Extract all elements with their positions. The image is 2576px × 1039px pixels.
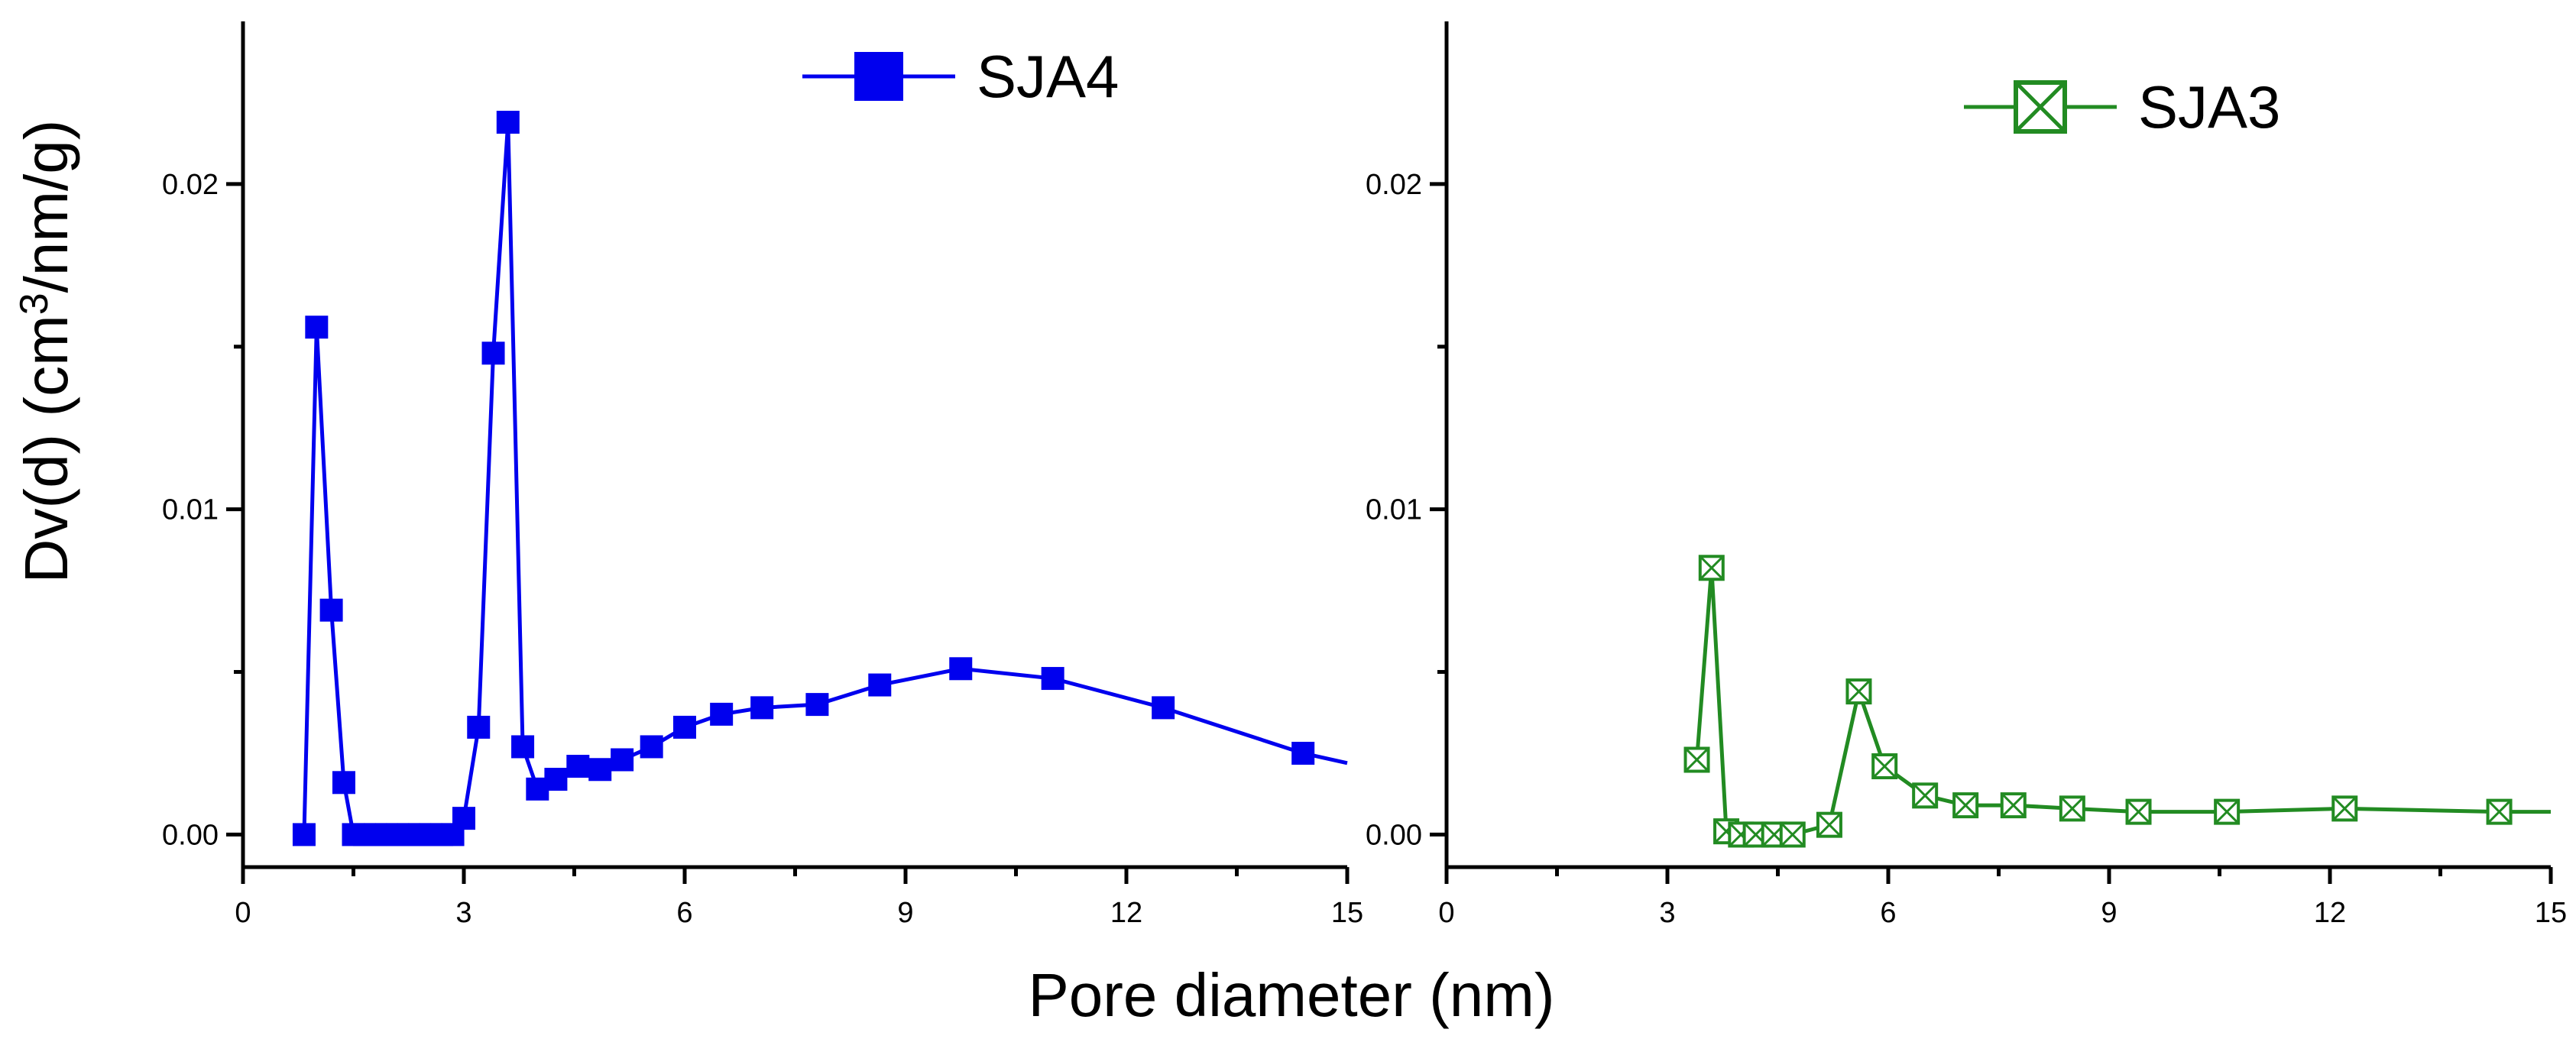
data-point: [332, 771, 355, 795]
x-tick-label: 6: [1880, 897, 1896, 929]
data-point: [511, 735, 535, 759]
data-point: [305, 316, 329, 339]
x-tick-label: 0: [235, 897, 251, 929]
data-point: [611, 748, 634, 772]
data-point: [319, 598, 343, 622]
data-point: [481, 341, 505, 365]
data-point: [1041, 667, 1064, 691]
panel-sja4: 0 3 6 9 12 15 0.00 0.01 0.02 SJA4: [162, 21, 1363, 929]
legend-label: SJA4: [977, 43, 1119, 110]
y-tick-label: 0.02: [1366, 169, 1422, 201]
data-point: [1912, 782, 1939, 809]
data-point: [640, 735, 663, 759]
y-axis-title: Dv(d) (cm3/nm/g): [12, 120, 80, 584]
x-tick-label: 6: [676, 897, 692, 929]
y-tick-label: 0.00: [1366, 819, 1422, 851]
y-tick-label: 0.02: [162, 169, 219, 201]
data-point: [1952, 792, 1979, 819]
data-point: [1698, 555, 1725, 581]
y-tick-label: 0.01: [162, 494, 219, 526]
x-tick-label: 0: [1438, 897, 1454, 929]
series-line-sja4: [302, 121, 1348, 837]
data-point: [868, 673, 892, 697]
data-point: [292, 823, 316, 846]
y-axis-title-units: /nm/g): [12, 120, 80, 293]
x-tick-label: 9: [897, 897, 913, 929]
y-axis-title-main: Dv(d) (cm: [12, 315, 80, 583]
legend-label: SJA3: [2138, 73, 2280, 141]
data-point: [1683, 746, 1710, 773]
y-tick-label: 0.01: [1366, 494, 1422, 526]
data-point: [805, 693, 829, 717]
series-line-sja3: [1695, 568, 2551, 837]
data-point: [1816, 811, 1842, 838]
data-point: [452, 807, 475, 830]
data-point: [1291, 741, 1315, 765]
data-point: [2000, 792, 2027, 819]
y-axis-title-superscript: 3: [12, 293, 57, 315]
data-point: [710, 702, 734, 726]
data-point: [2486, 798, 2513, 825]
data-point: [1152, 696, 1175, 720]
legend-marker: [854, 52, 903, 101]
panel-sja3: 0 3 6 9 12 15 0.00 0.01 0.02 SJA3: [1366, 21, 2567, 929]
data-point: [544, 768, 568, 791]
data-point: [750, 696, 774, 720]
legend-marker: [2014, 80, 2067, 134]
legend-sja4: SJA4: [802, 43, 1119, 110]
data-point: [2214, 798, 2241, 825]
x-tick-label: 15: [1331, 897, 1363, 929]
x-axis-title: Pore diameter (nm): [1028, 961, 1554, 1029]
x-tick-label: 3: [455, 897, 471, 929]
data-point: [1845, 678, 1872, 705]
data-point: [1871, 753, 1898, 780]
data-point: [496, 110, 520, 134]
data-point: [949, 657, 973, 681]
data-point: [2059, 795, 2085, 822]
data-point: [588, 758, 612, 782]
data-point: [1779, 821, 1806, 848]
x-tick-label: 9: [2101, 897, 2117, 929]
x-tick-label: 12: [1110, 897, 1142, 929]
x-tick-label: 12: [2314, 897, 2346, 929]
data-point: [467, 715, 491, 739]
y-tick-label: 0.00: [162, 819, 219, 851]
legend-sja3: SJA3: [1964, 73, 2280, 141]
data-point: [566, 755, 590, 778]
data-point: [673, 715, 696, 739]
x-tick-label: 3: [1659, 897, 1675, 929]
data-point: [2125, 798, 2152, 825]
x-tick-label: 15: [2535, 897, 2567, 929]
data-point: [2331, 795, 2358, 822]
